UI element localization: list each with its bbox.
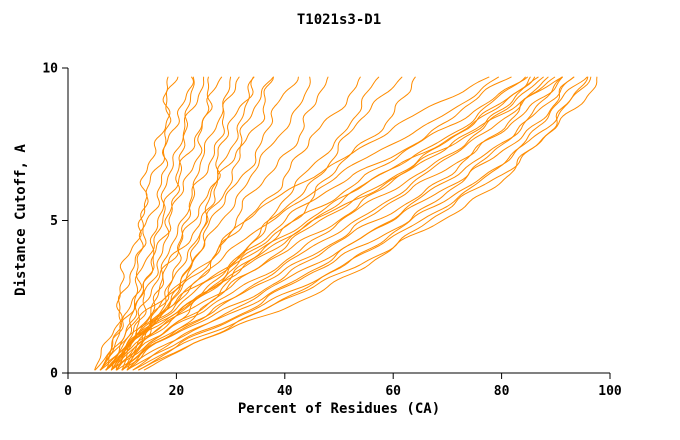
model-curve	[94, 76, 171, 371]
model-curve	[138, 76, 598, 371]
x-tick-label: 0	[64, 384, 72, 399]
y-tick-label: 5	[50, 214, 58, 229]
model-curve	[116, 76, 254, 371]
model-curve	[105, 76, 512, 371]
model-curve	[105, 76, 563, 371]
model-curve	[111, 76, 526, 371]
data-curves	[94, 76, 598, 371]
model-curve	[126, 76, 575, 371]
model-curve	[100, 76, 528, 371]
axis-ticks: 0 20 40 60 80 100 0 5 10	[42, 62, 622, 400]
model-curve	[132, 76, 575, 371]
model-curve	[99, 76, 539, 371]
chart-title: T1021s3-D1	[297, 12, 381, 28]
model-curve	[111, 76, 403, 371]
x-tick-label: 20	[169, 384, 185, 399]
model-curve	[105, 76, 536, 371]
model-curve	[105, 76, 361, 371]
model-curve	[126, 76, 255, 371]
model-curve	[99, 76, 499, 371]
y-axis-label: Distance Cutoff, A	[13, 144, 29, 296]
model-curve	[110, 76, 311, 371]
y-tick-label: 10	[42, 62, 58, 77]
model-curve	[110, 76, 195, 371]
x-tick-label: 80	[494, 384, 510, 399]
model-curve	[111, 76, 240, 371]
model-curve	[116, 76, 274, 371]
x-tick-label: 100	[598, 384, 622, 399]
model-curve	[127, 76, 563, 371]
model-curve	[115, 76, 531, 371]
model-curve	[121, 76, 232, 371]
x-axis-label: Percent of Residues (CA)	[238, 401, 440, 417]
x-tick-label: 40	[277, 384, 293, 399]
model-curve	[105, 76, 223, 371]
model-curve	[121, 76, 380, 371]
model-curve	[100, 76, 205, 371]
model-curve	[121, 76, 549, 371]
model-curve	[111, 76, 544, 371]
model-curve	[94, 76, 490, 371]
model-curve	[138, 76, 588, 371]
model-curve	[116, 76, 556, 371]
model-curve	[143, 76, 592, 371]
x-tick-label: 60	[385, 384, 401, 399]
y-tick-label: 0	[50, 367, 58, 382]
